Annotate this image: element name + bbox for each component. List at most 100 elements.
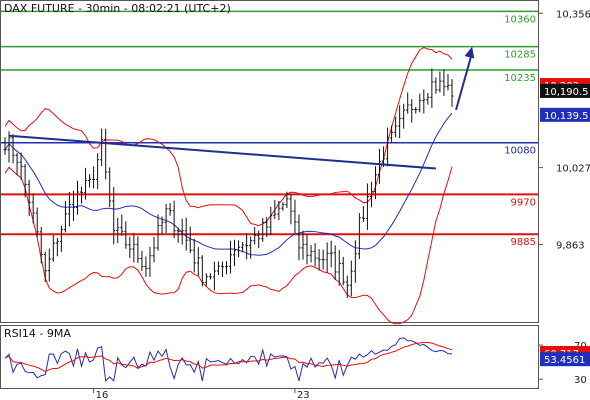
bollinger-upper [4,46,453,227]
y-tick-label: 10,356 [556,9,590,20]
candle [345,275,349,298]
candle [378,148,382,184]
candle [88,174,92,188]
candle [132,232,136,263]
price-badge: 10,190.5 [540,83,590,98]
candle [108,167,112,208]
candle [402,103,406,129]
candle [373,166,377,200]
candle [386,127,390,167]
price-badge-label: 10,190.5 [544,87,589,98]
candle [277,201,281,221]
price-badge-bg [540,107,590,122]
candle [75,180,79,215]
candle [208,273,212,280]
candle [337,249,341,286]
descending-trendline [8,134,436,170]
candle [361,206,365,222]
level-label-10285: 10285 [504,50,536,61]
arrow-shaft [455,52,474,111]
candle [365,183,369,231]
candle [325,242,329,273]
candle [357,213,361,260]
candle [224,261,228,275]
candle [220,261,224,278]
candle [140,250,144,271]
candle [418,93,422,113]
candle [55,237,59,257]
candle [237,240,241,258]
candle [430,68,434,108]
time-axis: 16 23 [93,388,310,400]
candle [176,227,180,243]
candle [120,214,124,236]
candle [257,230,261,249]
candle [47,248,51,282]
candle [31,193,35,224]
bollinger-lower [4,166,453,325]
candle [23,163,27,198]
candle [398,105,402,139]
candle [35,207,39,237]
price-candles [3,68,454,298]
price-axis: 10,356 10,027 9,863 [538,9,590,252]
trendline [8,134,436,170]
candle [3,137,7,155]
candle [450,79,454,107]
candle [63,201,67,233]
candle [212,261,216,291]
candle [196,247,200,276]
candle [261,218,265,243]
candle [184,217,188,251]
price-badge-label: 10,139.5 [544,111,589,122]
candle [233,239,237,267]
candle [265,216,269,237]
candle [39,226,43,264]
chart-title: DAX FUTURE - 30min - 08:02:21 (UTC+2) [4,2,231,15]
candle [104,128,108,180]
candle [100,128,104,166]
rsi-badge-label: 53.4561 [544,355,585,366]
candle [414,107,418,114]
moving-average [4,112,453,256]
candle [273,200,277,219]
candle [333,245,337,281]
rsi-title: RSI14 - 9MA [4,327,71,340]
candle [394,116,398,138]
candle [124,221,128,249]
candle [422,89,426,114]
candle [301,230,305,260]
candle [241,241,245,253]
x-tick-label: 23 [297,390,310,400]
rsi-badge-bg [540,352,590,367]
candle [281,202,285,211]
rsi-line [4,337,453,382]
rsi-ma-line [4,341,453,373]
price-badge: 10,139.5 [540,107,590,122]
candle [59,225,63,252]
candle [192,238,196,273]
rsi-tick-label: 30 [574,375,587,386]
candle [245,233,249,260]
candle [51,234,55,262]
level-labels: 10360 10285 10235 10080 9970 9885 [504,14,536,248]
x-tick-label: 16 [96,390,109,400]
candle [148,246,152,277]
bollinger-bands [4,46,453,325]
candle [349,260,353,297]
candle [289,193,293,225]
candle [84,167,88,200]
level-label-10080: 10080 [504,146,536,157]
candle [200,255,204,287]
candle [67,191,71,227]
candle [128,236,132,258]
candle [96,153,100,190]
candle [11,134,15,164]
candle [426,92,430,105]
candle [321,249,325,270]
candle [313,243,317,267]
level-label-10235: 10235 [504,73,536,84]
projection-arrow [455,46,475,111]
candle [269,206,273,236]
